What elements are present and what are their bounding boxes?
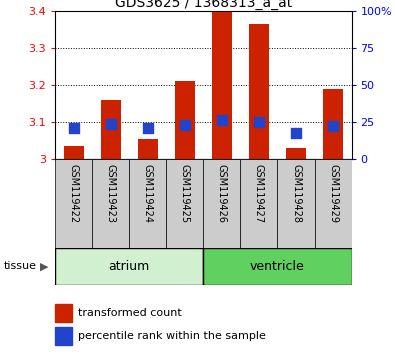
Point <box>293 130 299 135</box>
Text: ▶: ▶ <box>40 261 48 272</box>
Text: GSM119426: GSM119426 <box>217 164 227 223</box>
Bar <box>55 248 203 285</box>
Text: GSM119429: GSM119429 <box>328 164 338 223</box>
Bar <box>277 159 314 248</box>
Point <box>71 125 77 131</box>
Bar <box>55 327 71 345</box>
Text: ventricle: ventricle <box>250 260 305 273</box>
Title: GDS3625 / 1368313_a_at: GDS3625 / 1368313_a_at <box>115 0 292 10</box>
Text: percentile rank within the sample: percentile rank within the sample <box>77 331 265 341</box>
Point <box>108 121 114 127</box>
Bar <box>101 100 121 159</box>
Text: transformed count: transformed count <box>77 308 181 318</box>
Text: GSM119422: GSM119422 <box>69 164 79 223</box>
Text: tissue: tissue <box>4 261 37 272</box>
Text: GSM119425: GSM119425 <box>180 164 190 223</box>
Text: GSM119427: GSM119427 <box>254 164 264 223</box>
Bar <box>138 139 158 159</box>
Bar <box>92 159 130 248</box>
Bar <box>323 89 343 159</box>
Bar <box>314 159 352 248</box>
Bar <box>286 148 306 159</box>
Text: GSM119428: GSM119428 <box>291 164 301 223</box>
Point <box>182 122 188 128</box>
Bar <box>241 159 277 248</box>
Bar <box>55 159 92 248</box>
Bar <box>212 12 232 159</box>
Bar <box>64 146 84 159</box>
Point <box>219 118 225 123</box>
Point <box>256 119 262 125</box>
Bar <box>203 159 241 248</box>
Bar <box>130 159 166 248</box>
Bar <box>249 24 269 159</box>
Point <box>330 123 336 129</box>
Point <box>145 126 151 131</box>
Bar <box>175 81 195 159</box>
Text: GSM119424: GSM119424 <box>143 164 153 223</box>
Text: GSM119423: GSM119423 <box>106 164 116 223</box>
Bar <box>166 159 203 248</box>
Text: atrium: atrium <box>109 260 150 273</box>
Bar <box>55 304 71 321</box>
Bar <box>203 248 352 285</box>
